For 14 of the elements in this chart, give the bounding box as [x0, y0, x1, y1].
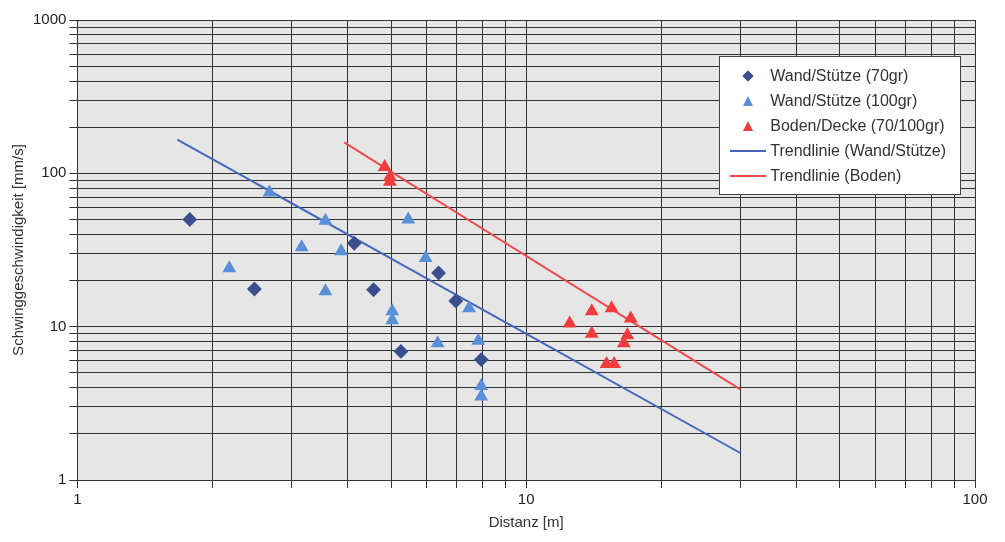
y-tick-label: 1000	[32, 10, 67, 28]
legend-label: Trendlinie (Wand/Stütze)	[770, 141, 946, 161]
x-tick-label: 100	[962, 490, 988, 508]
y-tick-label: 10	[49, 316, 67, 334]
legend-label: Boden/Decke (70/100gr)	[770, 116, 945, 136]
y-tick-label: 1	[58, 470, 67, 488]
legend-label: Wand/Stütze (100gr)	[770, 91, 918, 111]
x-tick-label: 10	[517, 490, 535, 508]
y-axis-title: Schwinggeschwindigkeit [mm/s]	[9, 144, 27, 356]
y-tick-label: 100	[41, 163, 67, 181]
legend-label: Wand/Stütze (70gr)	[770, 66, 909, 86]
legend-label: Trendlinie (Boden)	[770, 166, 902, 186]
x-tick-label: 1	[73, 490, 82, 508]
x-axis-title: Distanz [m]	[488, 513, 564, 531]
